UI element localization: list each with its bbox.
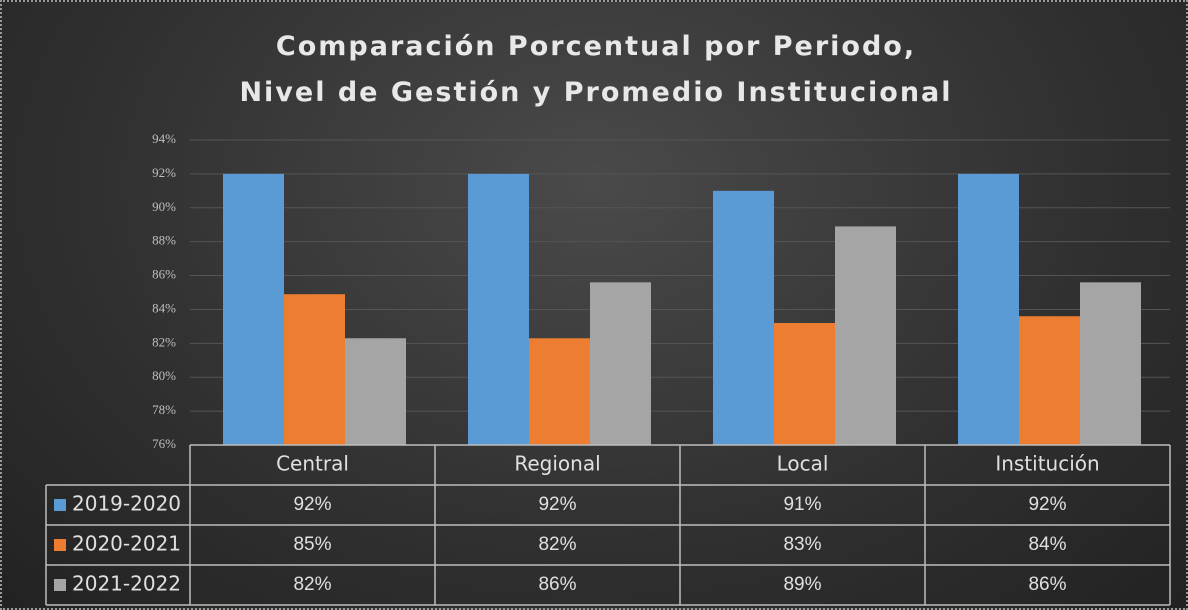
bar — [468, 173, 529, 445]
data-label: 82% — [293, 574, 331, 595]
legend-label: 2019-2020 — [72, 492, 181, 516]
y-tick-label: 78% — [152, 402, 176, 417]
bar — [835, 226, 896, 445]
bar — [223, 173, 284, 445]
x-tick-label: Central — [276, 452, 349, 476]
bar — [345, 338, 406, 445]
y-tick-label: 82% — [152, 334, 176, 349]
legend-label: 2020-2021 — [72, 532, 181, 556]
y-tick-label: 94% — [152, 131, 176, 146]
bar — [713, 190, 774, 445]
y-tick-label: 86% — [152, 267, 176, 282]
chart-title: Comparación Porcentual por Periodo, Nive… — [239, 31, 953, 108]
data-label: 82% — [538, 534, 576, 555]
legend-swatch — [54, 499, 66, 511]
data-label: 89% — [783, 574, 821, 595]
bar — [1080, 282, 1141, 445]
data-label: 91% — [783, 494, 821, 515]
y-tick-label: 92% — [152, 165, 176, 180]
y-tick-label: 88% — [152, 233, 176, 248]
data-label: 83% — [783, 534, 821, 555]
data-label: 84% — [1028, 534, 1066, 555]
data-label: 86% — [1028, 574, 1066, 595]
legend-label: 2021-2022 — [72, 572, 181, 596]
y-tick-label: 84% — [152, 300, 176, 315]
y-tick-label: 76% — [152, 436, 176, 451]
data-label: 92% — [293, 494, 331, 515]
bar — [774, 323, 835, 445]
y-tick-label: 90% — [152, 199, 176, 214]
bar — [590, 282, 651, 445]
bar — [284, 294, 345, 445]
bar — [958, 173, 1019, 445]
bar — [529, 338, 590, 445]
x-tick-label: Institución — [995, 452, 1099, 476]
legend-swatch — [54, 539, 66, 551]
x-tick-label: Regional — [514, 452, 600, 476]
bar — [1019, 316, 1080, 445]
x-tick-label: Local — [777, 452, 829, 476]
data-label: 92% — [1028, 494, 1066, 515]
y-tick-label: 80% — [152, 368, 176, 383]
legend-swatch — [54, 579, 66, 591]
data-label: 92% — [538, 494, 576, 515]
data-label: 86% — [538, 574, 576, 595]
data-label: 85% — [293, 534, 331, 555]
